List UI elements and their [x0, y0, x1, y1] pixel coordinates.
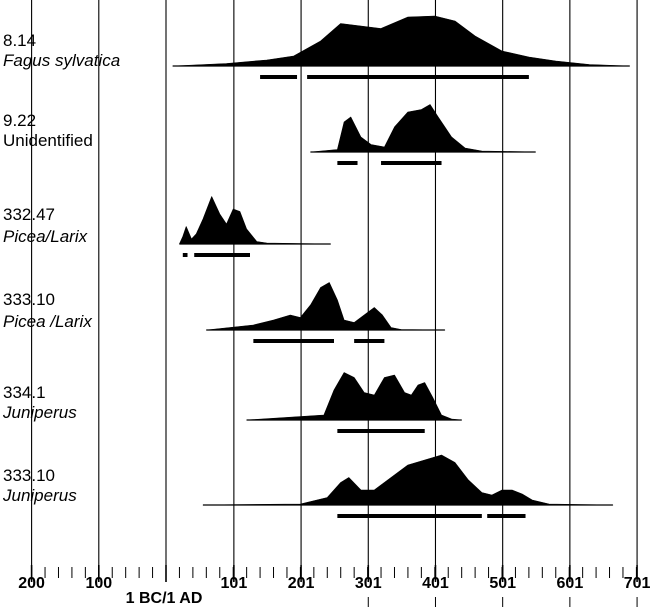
tick-label-2: 1 BC/1 AD: [126, 590, 203, 607]
probability-interval-2: [307, 75, 529, 79]
sample-id-label: 333.10: [3, 466, 55, 485]
tick-label-5: 301: [355, 575, 382, 592]
probability-interval-2: [487, 514, 525, 518]
sample-id-label: 8.14: [3, 31, 36, 50]
probability-distribution: [203, 455, 613, 505]
tick-label-8: 601: [557, 575, 584, 592]
probability-interval-1: [337, 161, 357, 165]
sample-2: [310, 105, 535, 166]
probability-interval-1: [337, 429, 424, 433]
sample-4: [206, 283, 445, 344]
tick-label-9: 701: [624, 575, 651, 592]
tick-label-4: 201: [288, 575, 315, 592]
sample-distributions: [173, 16, 630, 518]
tick-label-6: 401: [422, 575, 449, 592]
probability-distribution: [311, 105, 536, 153]
probability-interval-2: [194, 253, 250, 257]
probability-interval-1: [337, 514, 481, 518]
sample-id-label: 332.47: [3, 205, 55, 224]
x-axis: 200 100 1 BC/1 AD 101 201 301 401 501 601 701: [18, 565, 650, 607]
sample-taxon-label: Fagus sylvatica: [3, 51, 120, 70]
sample-6: [203, 455, 613, 518]
sample-id-label: 9.22: [3, 111, 36, 130]
tick-label-1: 100: [85, 575, 112, 592]
tick-label-3: 101: [221, 575, 248, 592]
sample-3: [179, 197, 330, 258]
sample-1: [173, 16, 630, 79]
sample-5: [247, 373, 462, 434]
probability-interval-1: [253, 339, 334, 343]
sample-taxon-label: Picea/Larix: [3, 227, 88, 246]
sample-taxon-label: Juniperus: [2, 403, 77, 422]
sample-taxon-label: Juniperus: [2, 486, 77, 505]
sample-taxon-label: Picea /Larix: [3, 312, 92, 331]
tick-label-0: 200: [18, 575, 45, 592]
probability-interval-2: [354, 339, 384, 343]
probability-interval-1: [260, 75, 297, 79]
sample-taxon-label: Unidentified: [3, 131, 93, 150]
probability-interval-2: [381, 161, 441, 165]
vertical-gridlines: [32, 0, 637, 565]
tick-label-7: 501: [489, 575, 516, 592]
probability-distribution: [179, 197, 330, 245]
sample-id-label: 334.1: [3, 383, 46, 402]
probability-interval-1: [183, 253, 188, 257]
probability-distribution: [247, 373, 462, 421]
probability-distribution: [173, 16, 630, 66]
sample-id-label: 333.10: [3, 290, 55, 309]
probability-distribution: [206, 283, 445, 331]
